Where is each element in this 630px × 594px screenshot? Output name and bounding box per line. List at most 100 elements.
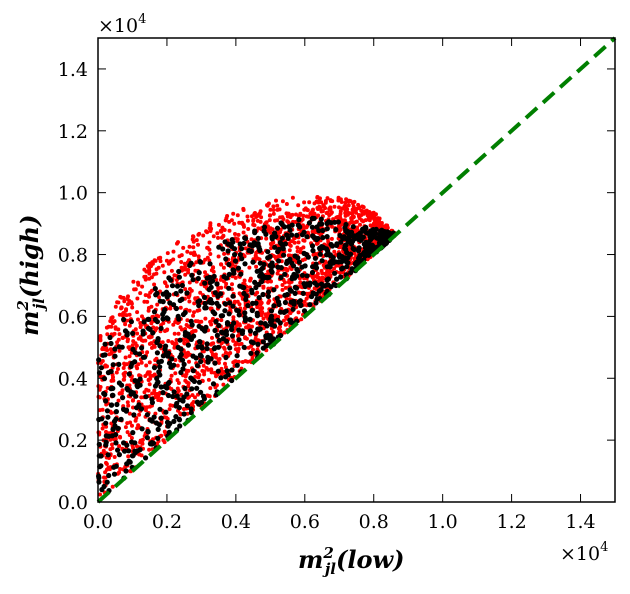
data-point [345, 211, 350, 216]
data-point [157, 343, 163, 349]
data-point [193, 252, 198, 257]
data-point [121, 377, 126, 382]
data-point [193, 328, 198, 333]
series-black-points [96, 215, 397, 494]
data-point [145, 350, 150, 355]
data-point [202, 369, 207, 374]
data-point [212, 345, 218, 351]
data-point [312, 211, 317, 216]
data-point [227, 345, 233, 351]
data-point [260, 339, 266, 345]
data-point [241, 230, 246, 235]
data-point [149, 396, 155, 402]
data-point [318, 216, 324, 222]
data-point [231, 320, 237, 326]
data-point [249, 307, 255, 314]
data-point [125, 421, 130, 426]
data-point [179, 253, 184, 258]
data-point [108, 402, 114, 408]
data-point [339, 266, 345, 272]
data-point [181, 361, 187, 367]
data-point [301, 213, 306, 218]
data-point [222, 345, 226, 350]
data-point [332, 259, 339, 265]
data-point [113, 416, 119, 422]
data-point [116, 398, 121, 403]
data-point [178, 288, 184, 294]
data-point [280, 199, 285, 204]
data-point [140, 284, 145, 289]
data-point [277, 320, 283, 326]
data-point [320, 209, 325, 214]
data-point [164, 258, 169, 263]
data-point [209, 226, 214, 231]
data-point [289, 222, 295, 228]
data-point [272, 230, 278, 236]
data-point [182, 332, 188, 338]
data-point [250, 340, 256, 346]
data-point [282, 292, 288, 298]
data-point [304, 234, 310, 240]
data-point [213, 352, 218, 357]
data-point [223, 275, 230, 281]
data-point [134, 405, 140, 411]
data-point [208, 386, 213, 391]
data-point [128, 319, 134, 325]
data-point [190, 401, 195, 406]
data-point [323, 200, 328, 205]
data-point [109, 410, 114, 415]
data-point [215, 368, 221, 374]
data-point [295, 245, 300, 250]
data-point [294, 232, 300, 238]
data-point [141, 338, 146, 343]
data-point [256, 295, 262, 301]
data-point [132, 287, 137, 292]
data-point [302, 200, 307, 205]
data-point [135, 296, 140, 301]
data-point [189, 377, 195, 383]
data-point [123, 355, 128, 360]
data-point [184, 290, 190, 296]
data-point [117, 348, 122, 353]
data-point [273, 218, 277, 223]
data-point [135, 366, 140, 371]
data-point [194, 385, 200, 391]
data-point [154, 375, 160, 382]
data-point [169, 356, 175, 362]
data-point [156, 422, 162, 428]
data-point [209, 368, 214, 373]
data-point [257, 246, 263, 253]
data-point [343, 200, 348, 205]
data-point [324, 277, 330, 283]
data-point [314, 237, 320, 243]
data-point [136, 351, 143, 357]
data-point [162, 270, 167, 275]
data-point [211, 341, 216, 346]
data-point [216, 244, 222, 250]
points-layer [96, 195, 397, 497]
data-point [139, 453, 144, 458]
data-point [338, 270, 342, 275]
data-point [270, 336, 277, 342]
data-point [295, 268, 301, 274]
data-point [246, 227, 251, 231]
data-point [197, 339, 203, 345]
data-point [311, 207, 315, 212]
data-point [265, 249, 271, 255]
data-point [160, 263, 165, 268]
data-point [276, 258, 282, 264]
data-point [197, 259, 203, 265]
data-point [154, 290, 160, 296]
data-point [106, 472, 112, 479]
data-point [298, 302, 304, 309]
data-point [269, 269, 275, 275]
data-point [292, 284, 298, 290]
data-point [327, 252, 333, 258]
data-point [158, 415, 164, 421]
data-point [147, 341, 152, 346]
data-point [108, 386, 114, 392]
data-point [110, 446, 115, 451]
data-point [116, 337, 121, 342]
data-point [155, 302, 160, 307]
data-point [261, 224, 268, 230]
